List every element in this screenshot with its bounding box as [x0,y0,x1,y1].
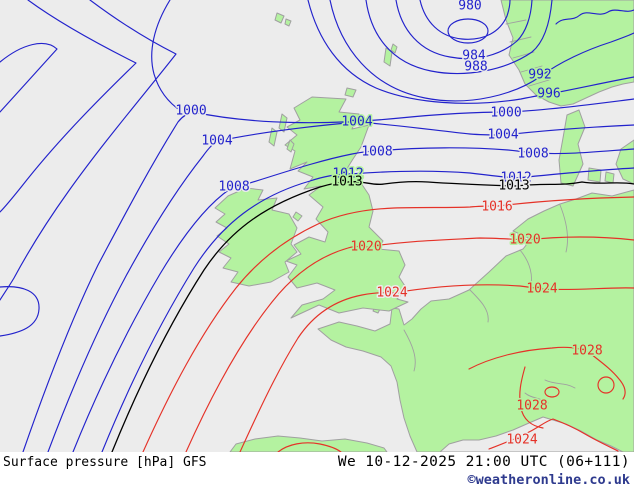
isobar-1000 [22,98,634,452]
isobar-trough-4 [0,286,40,337]
isobar-1012 [101,167,634,452]
isobar-label-1020: 1020 [509,233,540,248]
isobar-label-1024: 1024 [526,282,557,297]
isobar-992 [329,0,634,102]
sea-mediterranean [439,416,624,452]
isobar-1028-cell-1 [544,386,560,398]
land-sweden [615,139,634,185]
border-lines [403,204,576,404]
isobar-988 [365,0,553,75]
land-norway [500,0,634,107]
isobar-spain-arc [277,442,342,452]
isobar-label-1028: 1028 [571,344,602,359]
isobar-984 [395,0,533,60]
isobar-992-norway [555,9,634,25]
isobar-1013 [111,180,634,452]
isobar-label-1008: 1008 [517,147,548,162]
isobar-1028-alps-b [519,366,544,429]
isobar-1028-alps-a [468,346,626,400]
isobar-trough-1 [0,42,58,113]
isobar-1016 [142,196,634,452]
isobar-label-1004: 1004 [487,128,518,143]
isobar-label-1028: 1028 [516,399,547,414]
isobar-label-1012: 1012 [500,171,531,186]
isobar-label-1012: 1012 [332,167,363,182]
isobar-trough-5 [151,0,182,112]
isobar-label-1016: 1016 [481,200,512,215]
isobar-label-1013: 1013 [498,179,529,194]
isobar-label-1000: 1000 [490,106,521,121]
product-title: Surface pressure [hPa] GFS [3,455,207,470]
isobar-980 [419,0,511,40]
land-small-isles [268,12,398,222]
isobar-label-1013: 1013 [331,175,362,190]
isobar-layer-low [0,0,634,452]
isobar-trough-2 [0,0,137,213]
surface-pressure-map: 980 984 988 992 996 1000 1000 1004 1004 1004 1008 1… [0,0,634,452]
isobar-label-1020: 1020 [350,240,381,255]
isobar-label-1024: 1024 [376,286,407,301]
isobar-label-992: 992 [528,68,551,83]
copyright-link[interactable]: ©weatheronline.co.uk [467,472,630,488]
isobar-label-988: 988 [464,60,487,75]
isobar-layer-high [142,196,634,452]
isobar-label-996: 996 [537,87,560,102]
isobar-1004 [47,121,634,452]
land-continent [317,189,634,452]
isobar-layer-1013 [111,180,634,452]
isobar-1024 [239,284,634,452]
isobar-label-1000: 1000 [175,104,206,119]
isobar-996 [307,0,634,104]
isobar-label-1008: 1008 [218,180,249,195]
isobar-label-1008: 1008 [361,145,392,160]
isobar-label-984: 984 [462,49,486,64]
isobar-1020 [185,236,634,452]
isobar-label-1024: 1024 [506,433,537,448]
valid-datetime-label: We 10-12-2025 21:00 UTC (06+111) [337,454,630,470]
land-spain [229,435,388,452]
isobar-label-1004: 1004 [341,115,372,130]
isobar-label-980: 980 [458,0,481,14]
isobar-1028-cell-2 [597,376,615,394]
isobar-1008 [72,147,634,452]
isobar-1024-med-coast [488,418,619,452]
isobar-980-core [447,18,489,44]
fjord-lines [505,19,559,98]
footer-bar: Surface pressure [hPa] GFS We 10-12-2025… [0,452,634,490]
isobar-label-1004: 1004 [201,134,232,149]
